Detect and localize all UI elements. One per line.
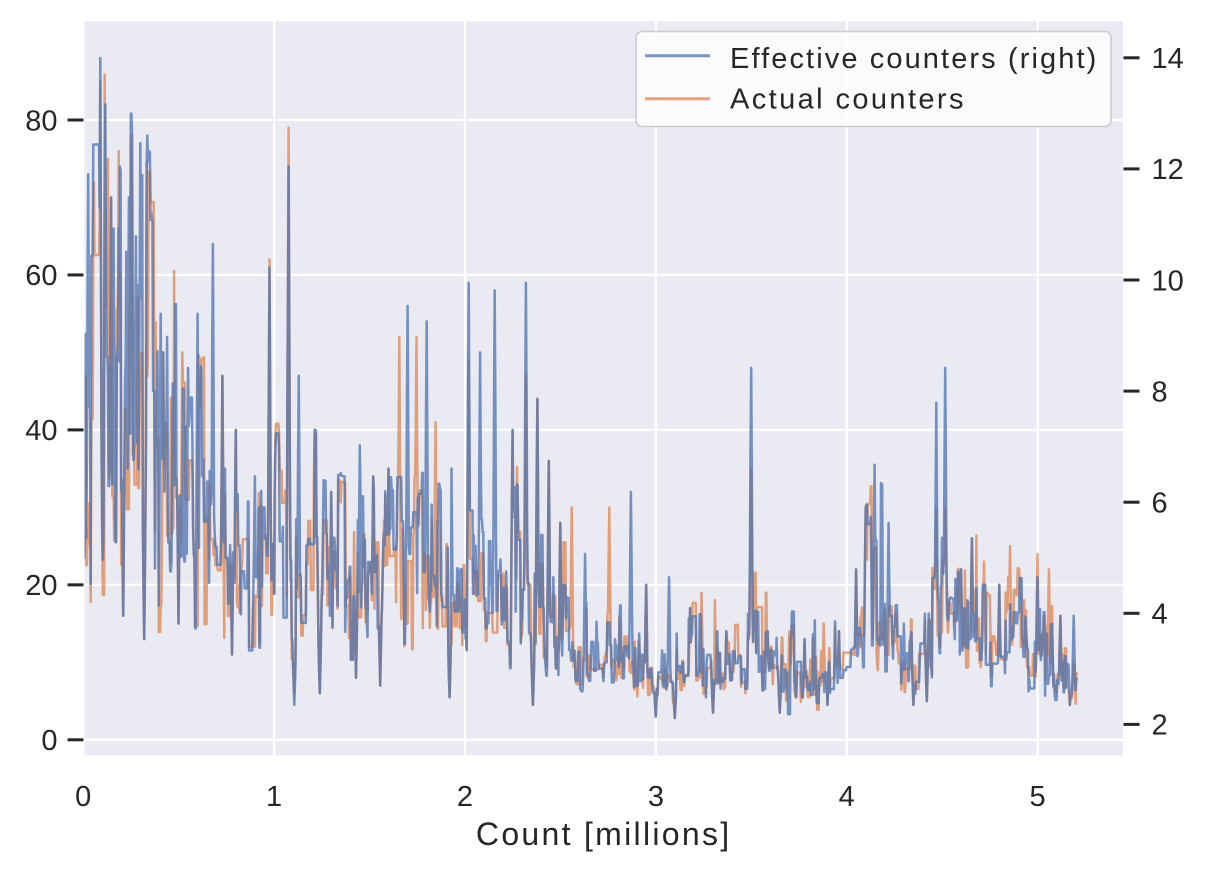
svg-text:60: 60 bbox=[25, 260, 57, 292]
svg-text:10: 10 bbox=[1152, 265, 1184, 297]
svg-text:4: 4 bbox=[839, 781, 855, 813]
svg-text:12: 12 bbox=[1152, 154, 1184, 186]
svg-text:Count [millions]: Count [millions] bbox=[476, 816, 732, 852]
svg-text:2: 2 bbox=[457, 781, 473, 813]
svg-text:80: 80 bbox=[25, 105, 57, 137]
svg-text:5: 5 bbox=[1030, 781, 1046, 813]
svg-text:Effective counters (right): Effective counters (right) bbox=[730, 43, 1098, 75]
svg-text:4: 4 bbox=[1152, 599, 1168, 631]
svg-text:0: 0 bbox=[75, 781, 91, 813]
svg-text:40: 40 bbox=[25, 415, 57, 447]
svg-text:8: 8 bbox=[1152, 376, 1168, 408]
svg-text:0: 0 bbox=[41, 725, 57, 757]
svg-text:20: 20 bbox=[25, 570, 57, 602]
svg-text:Actual counters: Actual counters bbox=[730, 84, 966, 116]
svg-text:14: 14 bbox=[1152, 43, 1184, 75]
svg-text:2: 2 bbox=[1152, 710, 1168, 742]
svg-text:3: 3 bbox=[648, 781, 664, 813]
svg-text:1: 1 bbox=[266, 781, 282, 813]
svg-text:6: 6 bbox=[1152, 488, 1168, 520]
